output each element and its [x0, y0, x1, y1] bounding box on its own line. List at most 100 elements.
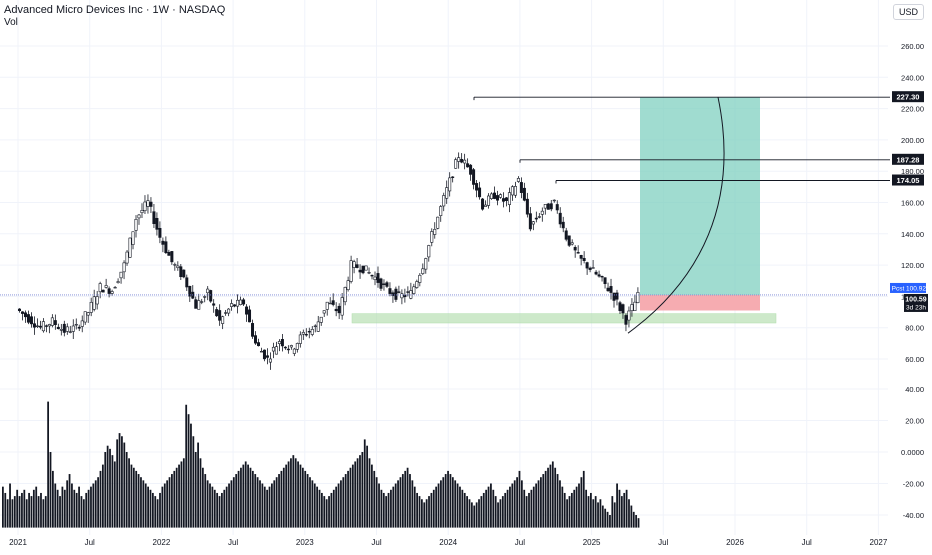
candle-body: [355, 264, 359, 268]
candle-body: [385, 282, 389, 287]
candle-body: [74, 324, 78, 326]
x-tick-label: Jul: [515, 538, 525, 547]
volume-bar: [294, 458, 297, 528]
volume-bar: [468, 499, 471, 528]
volume-bar: [530, 489, 533, 528]
target-level-label: 227.30: [897, 93, 920, 102]
volume-bar: [247, 464, 249, 528]
candle-body: [573, 247, 577, 251]
candle-body: [68, 331, 72, 333]
volume-bar: [240, 467, 242, 528]
candle-body: [155, 217, 159, 230]
volume-bar: [354, 461, 357, 528]
candle-body: [430, 231, 434, 243]
candle-body: [418, 274, 422, 283]
volume-bar: [337, 483, 340, 528]
volume-bar: [423, 502, 426, 528]
volume-bar: [528, 492, 530, 528]
volume-bar: [618, 489, 621, 528]
volume-bar: [580, 477, 583, 528]
candle-body: [17, 308, 21, 311]
candle-body: [62, 323, 66, 333]
candle-body: [606, 287, 610, 292]
y-tick-label: 240.00: [901, 73, 924, 82]
volume-bar: [606, 511, 609, 528]
candle-body: [304, 333, 308, 336]
volume-bar: [185, 404, 188, 528]
candle-body: [522, 187, 526, 201]
volume-bar: [113, 461, 116, 528]
candle-body: [56, 326, 60, 330]
volume-bar: [480, 496, 483, 528]
volume-bar: [578, 483, 580, 528]
volume-bar: [418, 496, 421, 528]
chart-title: Advanced Micro Devices Inc · 1W · NASDAQ: [4, 4, 226, 16]
volume-bar: [590, 492, 592, 528]
candle-body: [498, 194, 502, 198]
candle-body: [513, 186, 517, 196]
candle-body: [35, 325, 39, 327]
volume-bar: [575, 486, 578, 528]
candle-body: [242, 299, 246, 305]
candle-body: [367, 272, 371, 274]
candle-body: [504, 197, 508, 201]
volume-bar: [568, 496, 571, 528]
candle-body: [41, 321, 45, 332]
candle-body: [194, 299, 198, 309]
candle-body: [555, 204, 559, 211]
candle-body: [409, 290, 413, 299]
volume-bar: [249, 467, 252, 528]
volume-bar: [299, 464, 302, 528]
candle-body: [618, 302, 622, 311]
candle-body: [131, 231, 135, 245]
x-tick-label: Jul: [85, 538, 95, 547]
candle-body: [20, 311, 24, 314]
x-tick-label: 2023: [296, 538, 314, 547]
candle-body: [80, 320, 84, 327]
volume-bar: [175, 467, 178, 528]
currency-button[interactable]: USD: [892, 4, 924, 20]
volume-bar: [16, 489, 19, 528]
volume-bar: [161, 486, 164, 528]
candle-body: [576, 252, 580, 254]
volume-bar: [232, 477, 235, 528]
volume-bar: [273, 480, 276, 528]
volume-bar: [197, 442, 199, 528]
candle-body: [597, 274, 601, 277]
candle-body: [340, 297, 344, 316]
candle-body: [352, 261, 356, 268]
volume-bar: [328, 496, 330, 528]
volume-bar: [611, 496, 614, 528]
candle-body: [83, 311, 87, 323]
volume-bar: [4, 492, 7, 528]
volume-bar: [35, 486, 38, 528]
volume-bar: [111, 455, 114, 528]
candle-body: [292, 348, 296, 354]
candle-body: [507, 192, 511, 205]
candle-body: [271, 346, 275, 352]
volume-bar: [166, 480, 169, 528]
candle-body: [457, 157, 461, 162]
candle-body: [119, 271, 123, 279]
volume-bar: [397, 480, 399, 528]
volume-bar: [549, 464, 552, 528]
candle-body: [451, 176, 455, 178]
candle-body: [143, 201, 147, 212]
candle-body: [379, 278, 383, 289]
candle-body: [89, 301, 93, 313]
volume-bar: [92, 483, 95, 528]
candle-body: [463, 159, 467, 164]
volume-bar: [382, 492, 385, 528]
candle-body: [519, 182, 523, 193]
candle-body: [439, 206, 443, 216]
x-tick-label: Jul: [802, 538, 812, 547]
current-price-badge: [904, 293, 928, 312]
candle-body: [567, 235, 571, 246]
volume-bar: [285, 464, 288, 528]
volume-bar: [313, 483, 316, 528]
candle-body: [137, 214, 141, 219]
volume-bar: [278, 474, 280, 528]
candle-body: [585, 262, 589, 269]
volume-bar: [361, 452, 364, 528]
